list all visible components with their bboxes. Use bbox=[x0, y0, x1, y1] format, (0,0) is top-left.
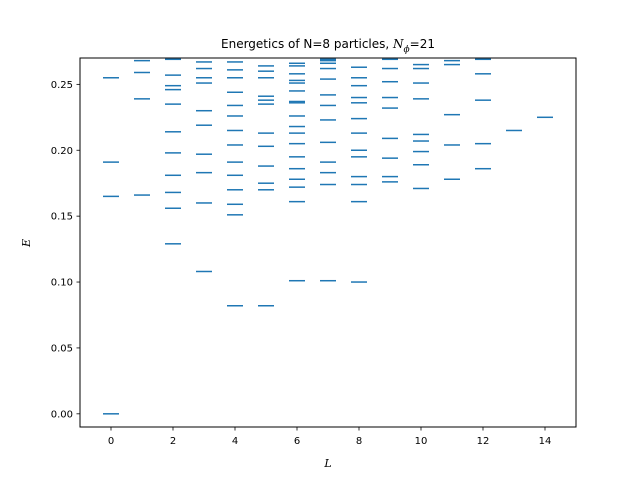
chart-title: Energetics of N=8 particles, Nϕ=21 bbox=[221, 37, 435, 55]
x-tick-label-14: 14 bbox=[539, 436, 552, 447]
y-axis-ticks: 0.00 0.05 0.10 0.15 0.20 0.25 bbox=[51, 80, 80, 420]
x-tick-label-2: 2 bbox=[170, 436, 176, 447]
x-tick-label-4: 4 bbox=[232, 436, 238, 447]
y-tick-label-1: 0.05 bbox=[51, 343, 73, 354]
x-axis-label: L bbox=[323, 457, 331, 470]
y-tick-label-0: 0.00 bbox=[51, 409, 73, 420]
y-tick-label-2: 0.10 bbox=[51, 278, 73, 289]
x-tick-label-12: 12 bbox=[477, 436, 490, 447]
plot-area-frame bbox=[79, 57, 577, 428]
y-tick-label-5: 0.25 bbox=[51, 80, 73, 91]
x-tick-label-6: 6 bbox=[294, 436, 300, 447]
y-axis-label: E bbox=[20, 239, 33, 248]
chart-title-symbol: N bbox=[392, 37, 404, 51]
chart-title-subscript: ϕ bbox=[404, 45, 410, 55]
x-tick-label-10: 10 bbox=[415, 436, 428, 447]
x-tick-label-8: 8 bbox=[356, 436, 362, 447]
x-axis-ticks: 0 2 4 6 8 10 12 14 bbox=[108, 427, 552, 447]
y-tick-label-4: 0.20 bbox=[51, 146, 73, 157]
chart-title-suffix: =21 bbox=[410, 37, 435, 51]
y-tick-label-3: 0.15 bbox=[51, 212, 73, 223]
chart-title-prefix: Energetics of N=8 particles, bbox=[221, 37, 393, 51]
x-tick-label-0: 0 bbox=[108, 436, 114, 447]
energy-levels bbox=[103, 58, 553, 415]
